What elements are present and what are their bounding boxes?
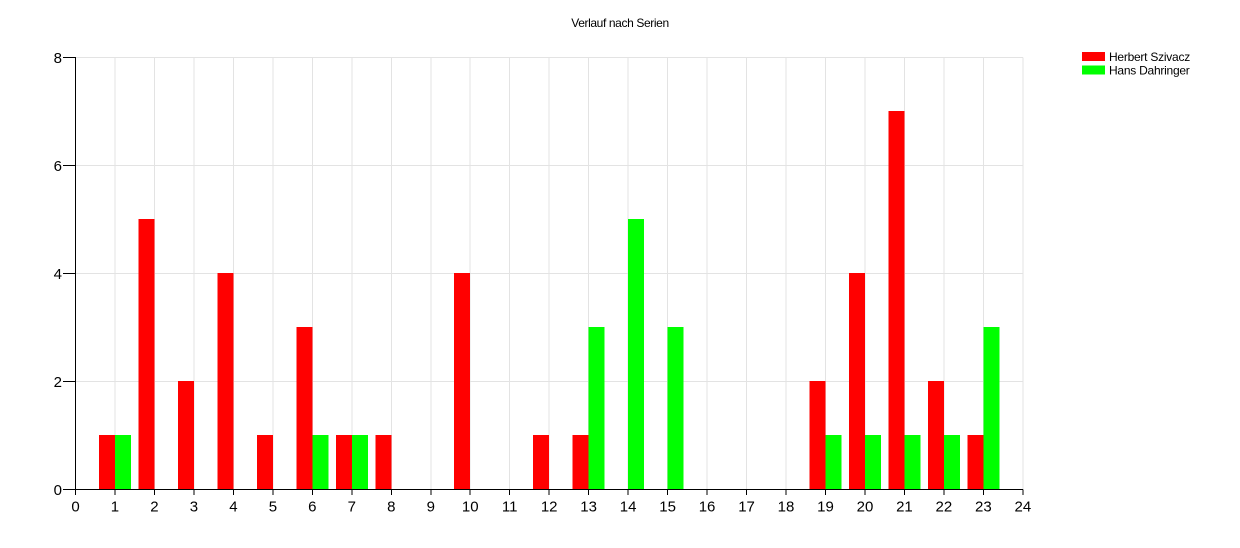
svg-text:8: 8 — [387, 498, 395, 515]
svg-text:0: 0 — [54, 482, 62, 499]
svg-text:22: 22 — [936, 498, 953, 515]
svg-text:14: 14 — [620, 498, 637, 515]
svg-text:7: 7 — [348, 498, 356, 515]
svg-text:2: 2 — [54, 374, 62, 391]
svg-text:17: 17 — [738, 498, 755, 515]
svg-text:16: 16 — [699, 498, 716, 515]
svg-text:12: 12 — [541, 498, 558, 515]
svg-text:1: 1 — [111, 498, 119, 515]
svg-text:8: 8 — [54, 50, 62, 67]
svg-text:4: 4 — [229, 498, 237, 515]
svg-text:Verlauf nach Serien: Verlauf nach Serien — [571, 16, 669, 30]
svg-text:23: 23 — [975, 498, 992, 515]
svg-text:24: 24 — [1015, 498, 1032, 515]
svg-text:13: 13 — [580, 498, 597, 515]
svg-text:9: 9 — [427, 498, 435, 515]
svg-text:0: 0 — [71, 498, 79, 515]
svg-text:19: 19 — [817, 498, 834, 515]
svg-text:3: 3 — [190, 498, 198, 515]
svg-text:21: 21 — [896, 498, 913, 515]
svg-text:10: 10 — [462, 498, 479, 515]
svg-text:2: 2 — [150, 498, 158, 515]
svg-text:20: 20 — [857, 498, 874, 515]
svg-text:6: 6 — [54, 158, 62, 175]
svg-text:5: 5 — [269, 498, 277, 515]
svg-text:15: 15 — [659, 498, 676, 515]
svg-text:6: 6 — [308, 498, 316, 515]
svg-text:4: 4 — [54, 266, 62, 283]
svg-text:Herbert Szivacz: Herbert Szivacz — [1109, 50, 1190, 64]
svg-text:11: 11 — [502, 498, 518, 515]
svg-text:18: 18 — [778, 498, 795, 515]
svg-text:Hans Dahringer: Hans Dahringer — [1109, 63, 1190, 77]
